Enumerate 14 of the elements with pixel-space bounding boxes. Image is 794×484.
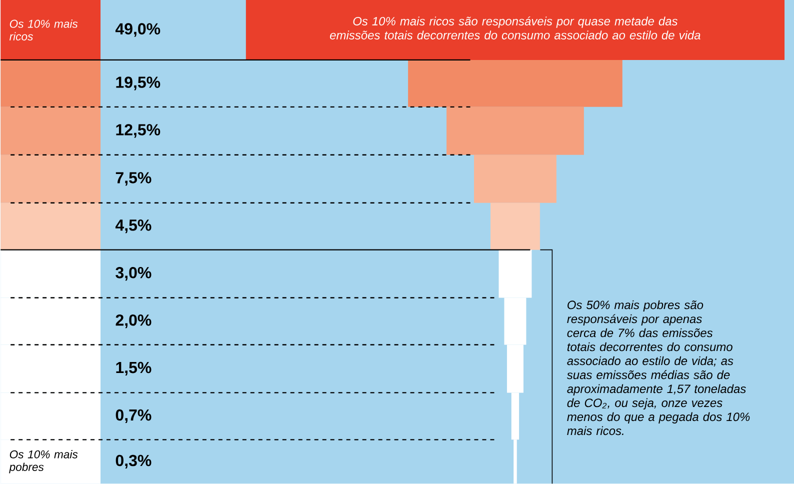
- data-label: 2,0%: [116, 314, 152, 328]
- data-label: 49,0%: [115, 23, 160, 37]
- data-label: 3,0%: [116, 266, 152, 281]
- data-label: 7,5%: [116, 172, 152, 186]
- category-label: Os 10% mais pobres: [9, 450, 78, 474]
- data-label: 0,3%: [116, 454, 152, 468]
- category-label: Os 10% mais ricos: [9, 19, 78, 40]
- text: Os 50% mais pobres são responsáveis por apenas cerca de 7% das emissões totais decorrentes do consumo associado ao estilo de vida; as suas emissões médias são de aproximadamente 1,57 toneladas de CO$_{2}$, ou seja, onze vezes menos do que a pegada dos 10% mais ricos.: [566, 300, 750, 436]
- data-label: 1,5%: [116, 362, 152, 376]
- text: Os 10% mais ricos são responsáveis por quase metade das emissões totais decorrentes do consumo associado ao estilo de vida: [330, 16, 700, 40]
- data-label: 0,7%: [116, 409, 152, 423]
- data-label: 19,5%: [116, 76, 160, 90]
- data-label: 4,5%: [115, 220, 152, 234]
- data-label: 12,5%: [116, 124, 160, 138]
